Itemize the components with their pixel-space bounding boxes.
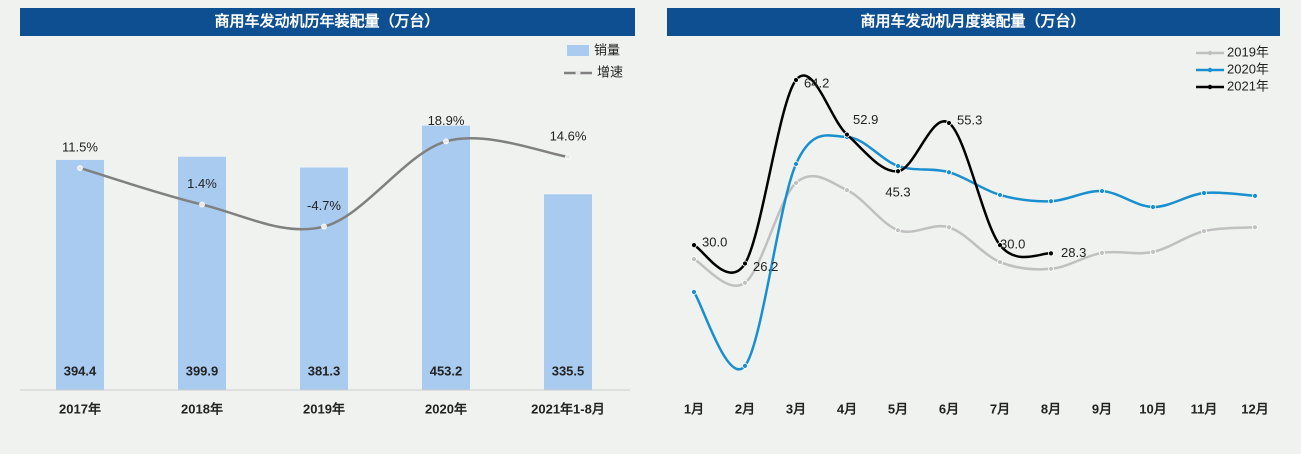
x-tick-label: 12月 [1241,401,1268,416]
point [1201,190,1207,196]
legend-swatch [567,45,589,56]
point [77,165,83,171]
data-label: 30.0 [702,235,727,250]
point [1252,192,1258,199]
data-label: 52.9 [853,112,878,127]
x-tick-label: 11月 [1191,401,1218,416]
x-tick-label: 4月 [837,401,857,416]
data-label: 26.2 [753,259,778,274]
point [997,259,1003,265]
point [742,260,748,267]
bar-label: 453.2 [430,363,463,378]
point [997,192,1003,198]
title-bar [667,8,1280,36]
bar [56,159,104,390]
x-tick-label: 7月 [990,401,1010,416]
data-label: 28.3 [1061,245,1086,260]
x-tick-label: 2019年 [303,401,345,416]
legend-dot [1207,67,1213,73]
point [1150,249,1156,255]
point [1048,250,1054,257]
legend-dot [575,70,581,76]
bar [300,167,348,390]
title-bar [20,8,635,36]
legend-label: 2020年 [1227,61,1269,76]
x-tick-label: 2017年 [59,401,101,416]
legend-label: 2019年 [1227,44,1269,59]
point [1201,228,1207,235]
point [895,163,901,169]
point [844,131,850,138]
data-label: 18.9% [428,113,465,128]
data-label: 14.6% [550,128,587,143]
point [895,227,901,234]
legend-label: 2021年 [1227,78,1269,93]
point [946,169,952,176]
chart-title: 商用车发动机历年装配量（万台） [214,12,439,30]
x-tick-label: 2021年1-8月 [531,401,605,416]
point [691,242,697,249]
series-line [692,134,1256,371]
bar-label: 399.9 [186,363,219,378]
bar [422,125,470,390]
point [1099,188,1105,194]
point [1048,265,1054,272]
point [1252,224,1258,231]
legend-dot [1207,50,1213,56]
point [443,138,449,145]
data-label: 1.4% [187,176,217,191]
x-tick-label: 10月 [1139,401,1166,416]
bar [544,194,592,390]
x-tick-label: 8月 [1041,401,1061,416]
x-tick-label: 2018年 [181,401,223,416]
point [742,362,748,369]
x-tick-label: 9月 [1092,401,1112,416]
point [946,120,952,126]
point [793,77,799,83]
legend-label: 销量 [594,42,620,57]
bar [178,156,226,390]
point [793,161,799,167]
point [844,187,850,193]
chart-title: 商用车发动机月度装配量（万台） [860,12,1085,30]
point [1099,249,1105,256]
point [691,256,697,263]
series-line [693,74,1052,274]
point [1048,198,1054,205]
x-tick-label: 1月 [684,401,704,416]
legend-label: 增速 [597,64,623,79]
point [742,279,748,286]
data-label: 11.5% [62,140,98,155]
data-label: -4.7% [307,198,341,213]
point [199,201,205,208]
x-tick-label: 5月 [888,401,908,416]
point [565,154,571,160]
point [946,224,952,231]
point [1150,204,1156,210]
x-tick-label: 6月 [939,401,959,416]
data-label: 55.3 [957,112,982,127]
data-label: 30.0 [1000,237,1025,252]
point [997,242,1003,249]
point [321,223,327,230]
data-label: 64.2 [804,75,829,90]
data-label: 45.3 [885,185,910,200]
bar-label: 394.4 [64,363,97,378]
point [793,179,799,186]
x-tick-label: 2020年 [425,401,467,416]
bar-label: 381.3 [308,363,341,378]
legend-dot [1207,84,1213,90]
bar-label: 335.5 [552,363,585,378]
x-tick-label: 2月 [735,401,755,416]
x-tick-label: 3月 [786,401,806,416]
point [895,168,901,175]
point [691,289,697,295]
